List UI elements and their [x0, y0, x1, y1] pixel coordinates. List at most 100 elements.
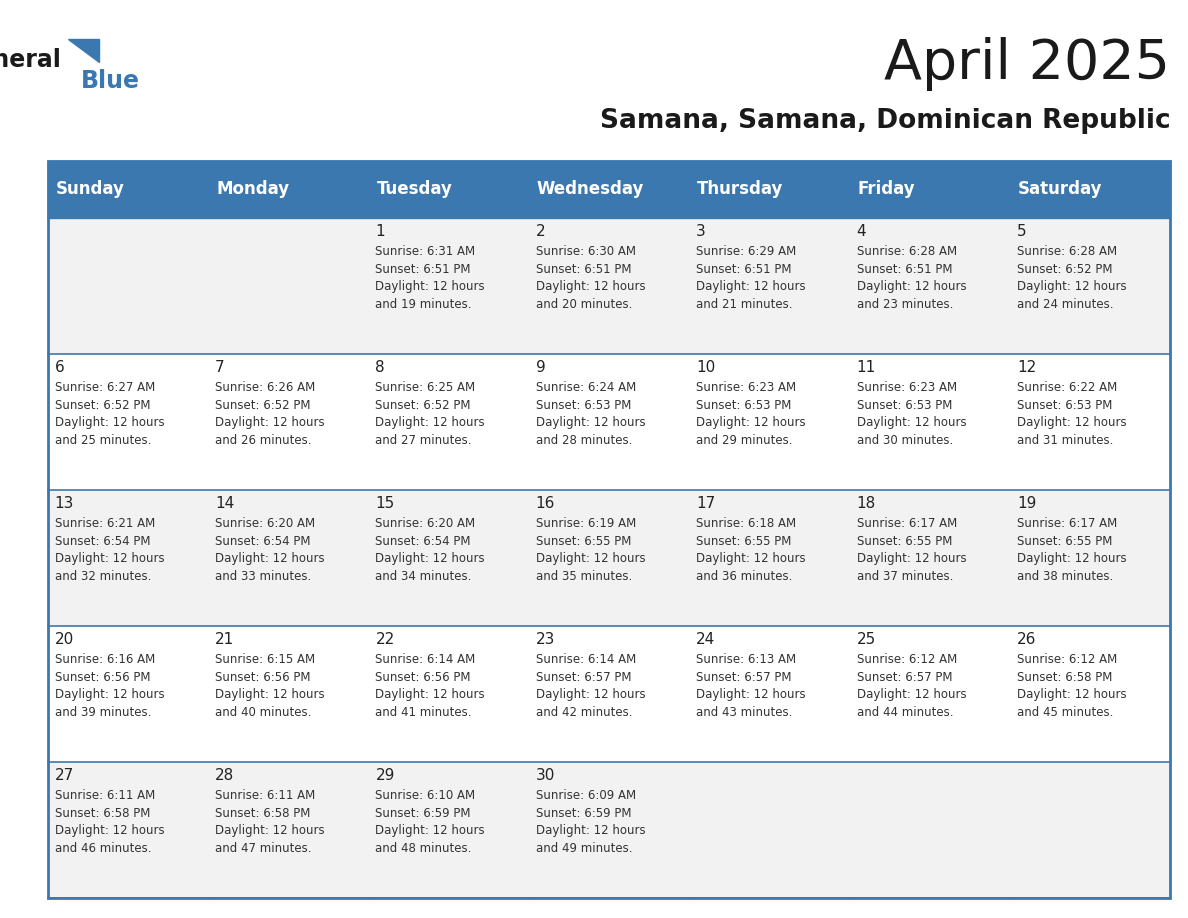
Bar: [48, 762, 208, 898]
Bar: [849, 762, 1010, 898]
Bar: [689, 626, 849, 762]
Text: Sunrise: 6:09 AM
Sunset: 6:59 PM
Daylight: 12 hours
and 49 minutes.: Sunrise: 6:09 AM Sunset: 6:59 PM Dayligh…: [536, 789, 645, 855]
Bar: [1010, 353, 1170, 489]
Text: 5: 5: [1017, 224, 1026, 239]
Text: Sunrise: 6:11 AM
Sunset: 6:58 PM
Daylight: 12 hours
and 47 minutes.: Sunrise: 6:11 AM Sunset: 6:58 PM Dayligh…: [215, 789, 324, 855]
Text: Thursday: Thursday: [697, 180, 784, 198]
Text: Sunrise: 6:13 AM
Sunset: 6:57 PM
Daylight: 12 hours
and 43 minutes.: Sunrise: 6:13 AM Sunset: 6:57 PM Dayligh…: [696, 654, 805, 719]
Text: Sunrise: 6:23 AM
Sunset: 6:53 PM
Daylight: 12 hours
and 30 minutes.: Sunrise: 6:23 AM Sunset: 6:53 PM Dayligh…: [857, 381, 966, 447]
Text: Monday: Monday: [216, 180, 290, 198]
Text: Sunrise: 6:17 AM
Sunset: 6:55 PM
Daylight: 12 hours
and 38 minutes.: Sunrise: 6:17 AM Sunset: 6:55 PM Dayligh…: [1017, 517, 1126, 583]
Text: 26: 26: [1017, 633, 1036, 647]
Text: Sunrise: 6:14 AM
Sunset: 6:57 PM
Daylight: 12 hours
and 42 minutes.: Sunrise: 6:14 AM Sunset: 6:57 PM Dayligh…: [536, 654, 645, 719]
Bar: [48, 489, 208, 626]
Text: 13: 13: [55, 496, 74, 511]
Bar: [689, 489, 849, 626]
Text: 3: 3: [696, 224, 706, 239]
Text: 18: 18: [857, 496, 876, 511]
Text: Sunrise: 6:20 AM
Sunset: 6:54 PM
Daylight: 12 hours
and 33 minutes.: Sunrise: 6:20 AM Sunset: 6:54 PM Dayligh…: [215, 517, 324, 583]
Bar: [529, 626, 689, 762]
Text: Sunday: Sunday: [56, 180, 125, 198]
Text: Sunrise: 6:31 AM
Sunset: 6:51 PM
Daylight: 12 hours
and 19 minutes.: Sunrise: 6:31 AM Sunset: 6:51 PM Dayligh…: [375, 245, 485, 310]
Text: Wednesday: Wednesday: [537, 180, 644, 198]
Text: 14: 14: [215, 496, 234, 511]
Text: Sunrise: 6:28 AM
Sunset: 6:51 PM
Daylight: 12 hours
and 23 minutes.: Sunrise: 6:28 AM Sunset: 6:51 PM Dayligh…: [857, 245, 966, 310]
Bar: [208, 489, 368, 626]
Text: 8: 8: [375, 360, 385, 375]
Text: 17: 17: [696, 496, 715, 511]
Text: Sunrise: 6:18 AM
Sunset: 6:55 PM
Daylight: 12 hours
and 36 minutes.: Sunrise: 6:18 AM Sunset: 6:55 PM Dayligh…: [696, 517, 805, 583]
Text: 27: 27: [55, 768, 74, 783]
Text: 23: 23: [536, 633, 555, 647]
Text: Sunrise: 6:16 AM
Sunset: 6:56 PM
Daylight: 12 hours
and 39 minutes.: Sunrise: 6:16 AM Sunset: 6:56 PM Dayligh…: [55, 654, 164, 719]
Text: 21: 21: [215, 633, 234, 647]
Text: 30: 30: [536, 768, 555, 783]
Bar: [529, 489, 689, 626]
Text: Sunrise: 6:12 AM
Sunset: 6:57 PM
Daylight: 12 hours
and 44 minutes.: Sunrise: 6:12 AM Sunset: 6:57 PM Dayligh…: [857, 654, 966, 719]
Bar: [48, 161, 1170, 218]
Text: Tuesday: Tuesday: [377, 180, 453, 198]
Text: Saturday: Saturday: [1018, 180, 1102, 198]
Text: 29: 29: [375, 768, 394, 783]
Bar: [208, 218, 368, 353]
Bar: [689, 762, 849, 898]
Bar: [48, 161, 1170, 898]
Bar: [208, 353, 368, 489]
Text: 25: 25: [857, 633, 876, 647]
Text: April 2025: April 2025: [884, 38, 1170, 91]
Text: 4: 4: [857, 224, 866, 239]
Text: Sunrise: 6:15 AM
Sunset: 6:56 PM
Daylight: 12 hours
and 40 minutes.: Sunrise: 6:15 AM Sunset: 6:56 PM Dayligh…: [215, 654, 324, 719]
Text: Sunrise: 6:20 AM
Sunset: 6:54 PM
Daylight: 12 hours
and 34 minutes.: Sunrise: 6:20 AM Sunset: 6:54 PM Dayligh…: [375, 517, 485, 583]
Polygon shape: [68, 39, 99, 62]
Bar: [368, 218, 529, 353]
Text: 1: 1: [375, 224, 385, 239]
Text: 9: 9: [536, 360, 545, 375]
Text: 28: 28: [215, 768, 234, 783]
Bar: [1010, 489, 1170, 626]
Text: Sunrise: 6:22 AM
Sunset: 6:53 PM
Daylight: 12 hours
and 31 minutes.: Sunrise: 6:22 AM Sunset: 6:53 PM Dayligh…: [1017, 381, 1126, 447]
Text: Friday: Friday: [858, 180, 916, 198]
Bar: [368, 353, 529, 489]
Text: Samana, Samana, Dominican Republic: Samana, Samana, Dominican Republic: [600, 108, 1170, 134]
Bar: [689, 353, 849, 489]
Bar: [208, 762, 368, 898]
Bar: [529, 218, 689, 353]
Bar: [48, 353, 208, 489]
Bar: [368, 626, 529, 762]
Text: Blue: Blue: [81, 69, 140, 93]
Text: 15: 15: [375, 496, 394, 511]
Bar: [849, 626, 1010, 762]
Text: Sunrise: 6:11 AM
Sunset: 6:58 PM
Daylight: 12 hours
and 46 minutes.: Sunrise: 6:11 AM Sunset: 6:58 PM Dayligh…: [55, 789, 164, 855]
Text: Sunrise: 6:23 AM
Sunset: 6:53 PM
Daylight: 12 hours
and 29 minutes.: Sunrise: 6:23 AM Sunset: 6:53 PM Dayligh…: [696, 381, 805, 447]
Text: Sunrise: 6:29 AM
Sunset: 6:51 PM
Daylight: 12 hours
and 21 minutes.: Sunrise: 6:29 AM Sunset: 6:51 PM Dayligh…: [696, 245, 805, 310]
Bar: [1010, 218, 1170, 353]
Text: Sunrise: 6:19 AM
Sunset: 6:55 PM
Daylight: 12 hours
and 35 minutes.: Sunrise: 6:19 AM Sunset: 6:55 PM Dayligh…: [536, 517, 645, 583]
Bar: [689, 218, 849, 353]
Text: 10: 10: [696, 360, 715, 375]
Bar: [48, 218, 208, 353]
Bar: [1010, 626, 1170, 762]
Bar: [208, 626, 368, 762]
Text: 24: 24: [696, 633, 715, 647]
Text: 22: 22: [375, 633, 394, 647]
Bar: [368, 489, 529, 626]
Text: Sunrise: 6:30 AM
Sunset: 6:51 PM
Daylight: 12 hours
and 20 minutes.: Sunrise: 6:30 AM Sunset: 6:51 PM Dayligh…: [536, 245, 645, 310]
Text: 2: 2: [536, 224, 545, 239]
Bar: [849, 489, 1010, 626]
Text: 20: 20: [55, 633, 74, 647]
Bar: [368, 762, 529, 898]
Text: Sunrise: 6:12 AM
Sunset: 6:58 PM
Daylight: 12 hours
and 45 minutes.: Sunrise: 6:12 AM Sunset: 6:58 PM Dayligh…: [1017, 654, 1126, 719]
Text: Sunrise: 6:21 AM
Sunset: 6:54 PM
Daylight: 12 hours
and 32 minutes.: Sunrise: 6:21 AM Sunset: 6:54 PM Dayligh…: [55, 517, 164, 583]
Text: Sunrise: 6:26 AM
Sunset: 6:52 PM
Daylight: 12 hours
and 26 minutes.: Sunrise: 6:26 AM Sunset: 6:52 PM Dayligh…: [215, 381, 324, 447]
Bar: [849, 218, 1010, 353]
Text: 7: 7: [215, 360, 225, 375]
Bar: [529, 762, 689, 898]
Text: 12: 12: [1017, 360, 1036, 375]
Text: Sunrise: 6:28 AM
Sunset: 6:52 PM
Daylight: 12 hours
and 24 minutes.: Sunrise: 6:28 AM Sunset: 6:52 PM Dayligh…: [1017, 245, 1126, 310]
Text: Sunrise: 6:14 AM
Sunset: 6:56 PM
Daylight: 12 hours
and 41 minutes.: Sunrise: 6:14 AM Sunset: 6:56 PM Dayligh…: [375, 654, 485, 719]
Text: Sunrise: 6:25 AM
Sunset: 6:52 PM
Daylight: 12 hours
and 27 minutes.: Sunrise: 6:25 AM Sunset: 6:52 PM Dayligh…: [375, 381, 485, 447]
Bar: [849, 353, 1010, 489]
Text: Sunrise: 6:27 AM
Sunset: 6:52 PM
Daylight: 12 hours
and 25 minutes.: Sunrise: 6:27 AM Sunset: 6:52 PM Dayligh…: [55, 381, 164, 447]
Bar: [48, 626, 208, 762]
Text: 6: 6: [55, 360, 64, 375]
